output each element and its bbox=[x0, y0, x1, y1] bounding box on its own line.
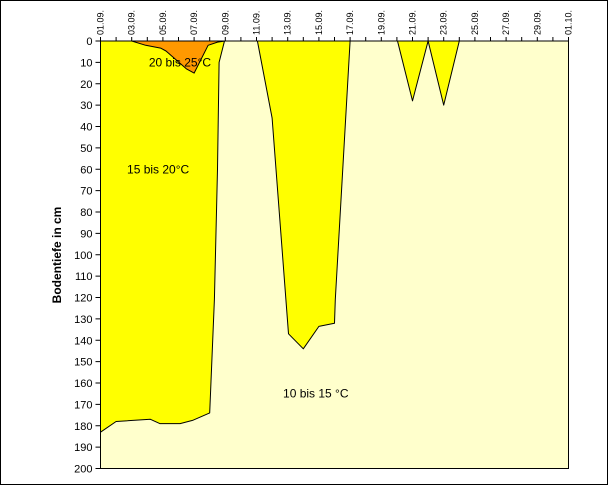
x-tick-label: 23.09. bbox=[439, 10, 449, 35]
region-label-20-25: 20 bis 25°C bbox=[149, 55, 212, 69]
y-tick-label: 130 bbox=[74, 314, 92, 326]
y-tick-label: 140 bbox=[74, 335, 92, 347]
x-tick-label: 01.10. bbox=[564, 10, 574, 35]
x-tick-label: 11.09. bbox=[252, 11, 262, 35]
y-tick-label: 30 bbox=[80, 100, 92, 112]
y-axis-label: Bodentiefe in cm bbox=[50, 207, 64, 304]
y-tick-label: 160 bbox=[74, 378, 92, 390]
region-area-3 bbox=[131, 40, 226, 74]
y-tick-label: 40 bbox=[80, 122, 92, 134]
region-area-0 bbox=[100, 40, 226, 433]
y-tick-label: 70 bbox=[80, 186, 92, 198]
y-tick-label: 0 bbox=[86, 36, 92, 48]
x-tick-label: 01.09. bbox=[96, 10, 106, 35]
x-tick-label: 09.09. bbox=[220, 10, 230, 35]
y-tick-label: 60 bbox=[80, 164, 92, 176]
x-tick-label: 03.09. bbox=[127, 10, 137, 35]
y-tick-label: 110 bbox=[75, 271, 93, 283]
y-tick-label: 20 bbox=[80, 79, 92, 91]
region-label-10-15: 10 bis 15 °C bbox=[283, 387, 349, 401]
x-tick-label: 15.09. bbox=[314, 10, 324, 35]
y-tick-label: 200 bbox=[74, 464, 92, 476]
x-tick-label: 07.09. bbox=[189, 10, 199, 35]
y-tick-label: 150 bbox=[74, 357, 92, 369]
y-tick-label: 10 bbox=[80, 57, 92, 69]
y-tick-label: 50 bbox=[80, 143, 92, 155]
x-tick-label: 25.09. bbox=[470, 10, 480, 35]
y-tick-label: 120 bbox=[74, 293, 92, 305]
y-tick-label: 90 bbox=[80, 228, 92, 240]
x-tick-label: 13.09. bbox=[283, 10, 293, 35]
x-tick-label: 29.09. bbox=[532, 10, 542, 35]
region-area-1 bbox=[256, 40, 351, 350]
y-tick-label: 180 bbox=[74, 421, 92, 433]
x-tick-label: 19.09. bbox=[376, 10, 386, 35]
y-tick-label: 170 bbox=[74, 399, 92, 411]
x-tick-label: 05.09. bbox=[158, 10, 168, 35]
x-tick-label: 27.09. bbox=[501, 10, 511, 35]
x-tick-label: 21.09. bbox=[408, 10, 418, 35]
y-tick-label: 80 bbox=[80, 207, 92, 219]
region-label-15-20: 15 bis 20°C bbox=[127, 162, 190, 176]
y-tick-label: 190 bbox=[74, 442, 92, 454]
y-tick-label: 100 bbox=[74, 250, 92, 262]
x-tick-label: 17.09. bbox=[345, 10, 355, 35]
